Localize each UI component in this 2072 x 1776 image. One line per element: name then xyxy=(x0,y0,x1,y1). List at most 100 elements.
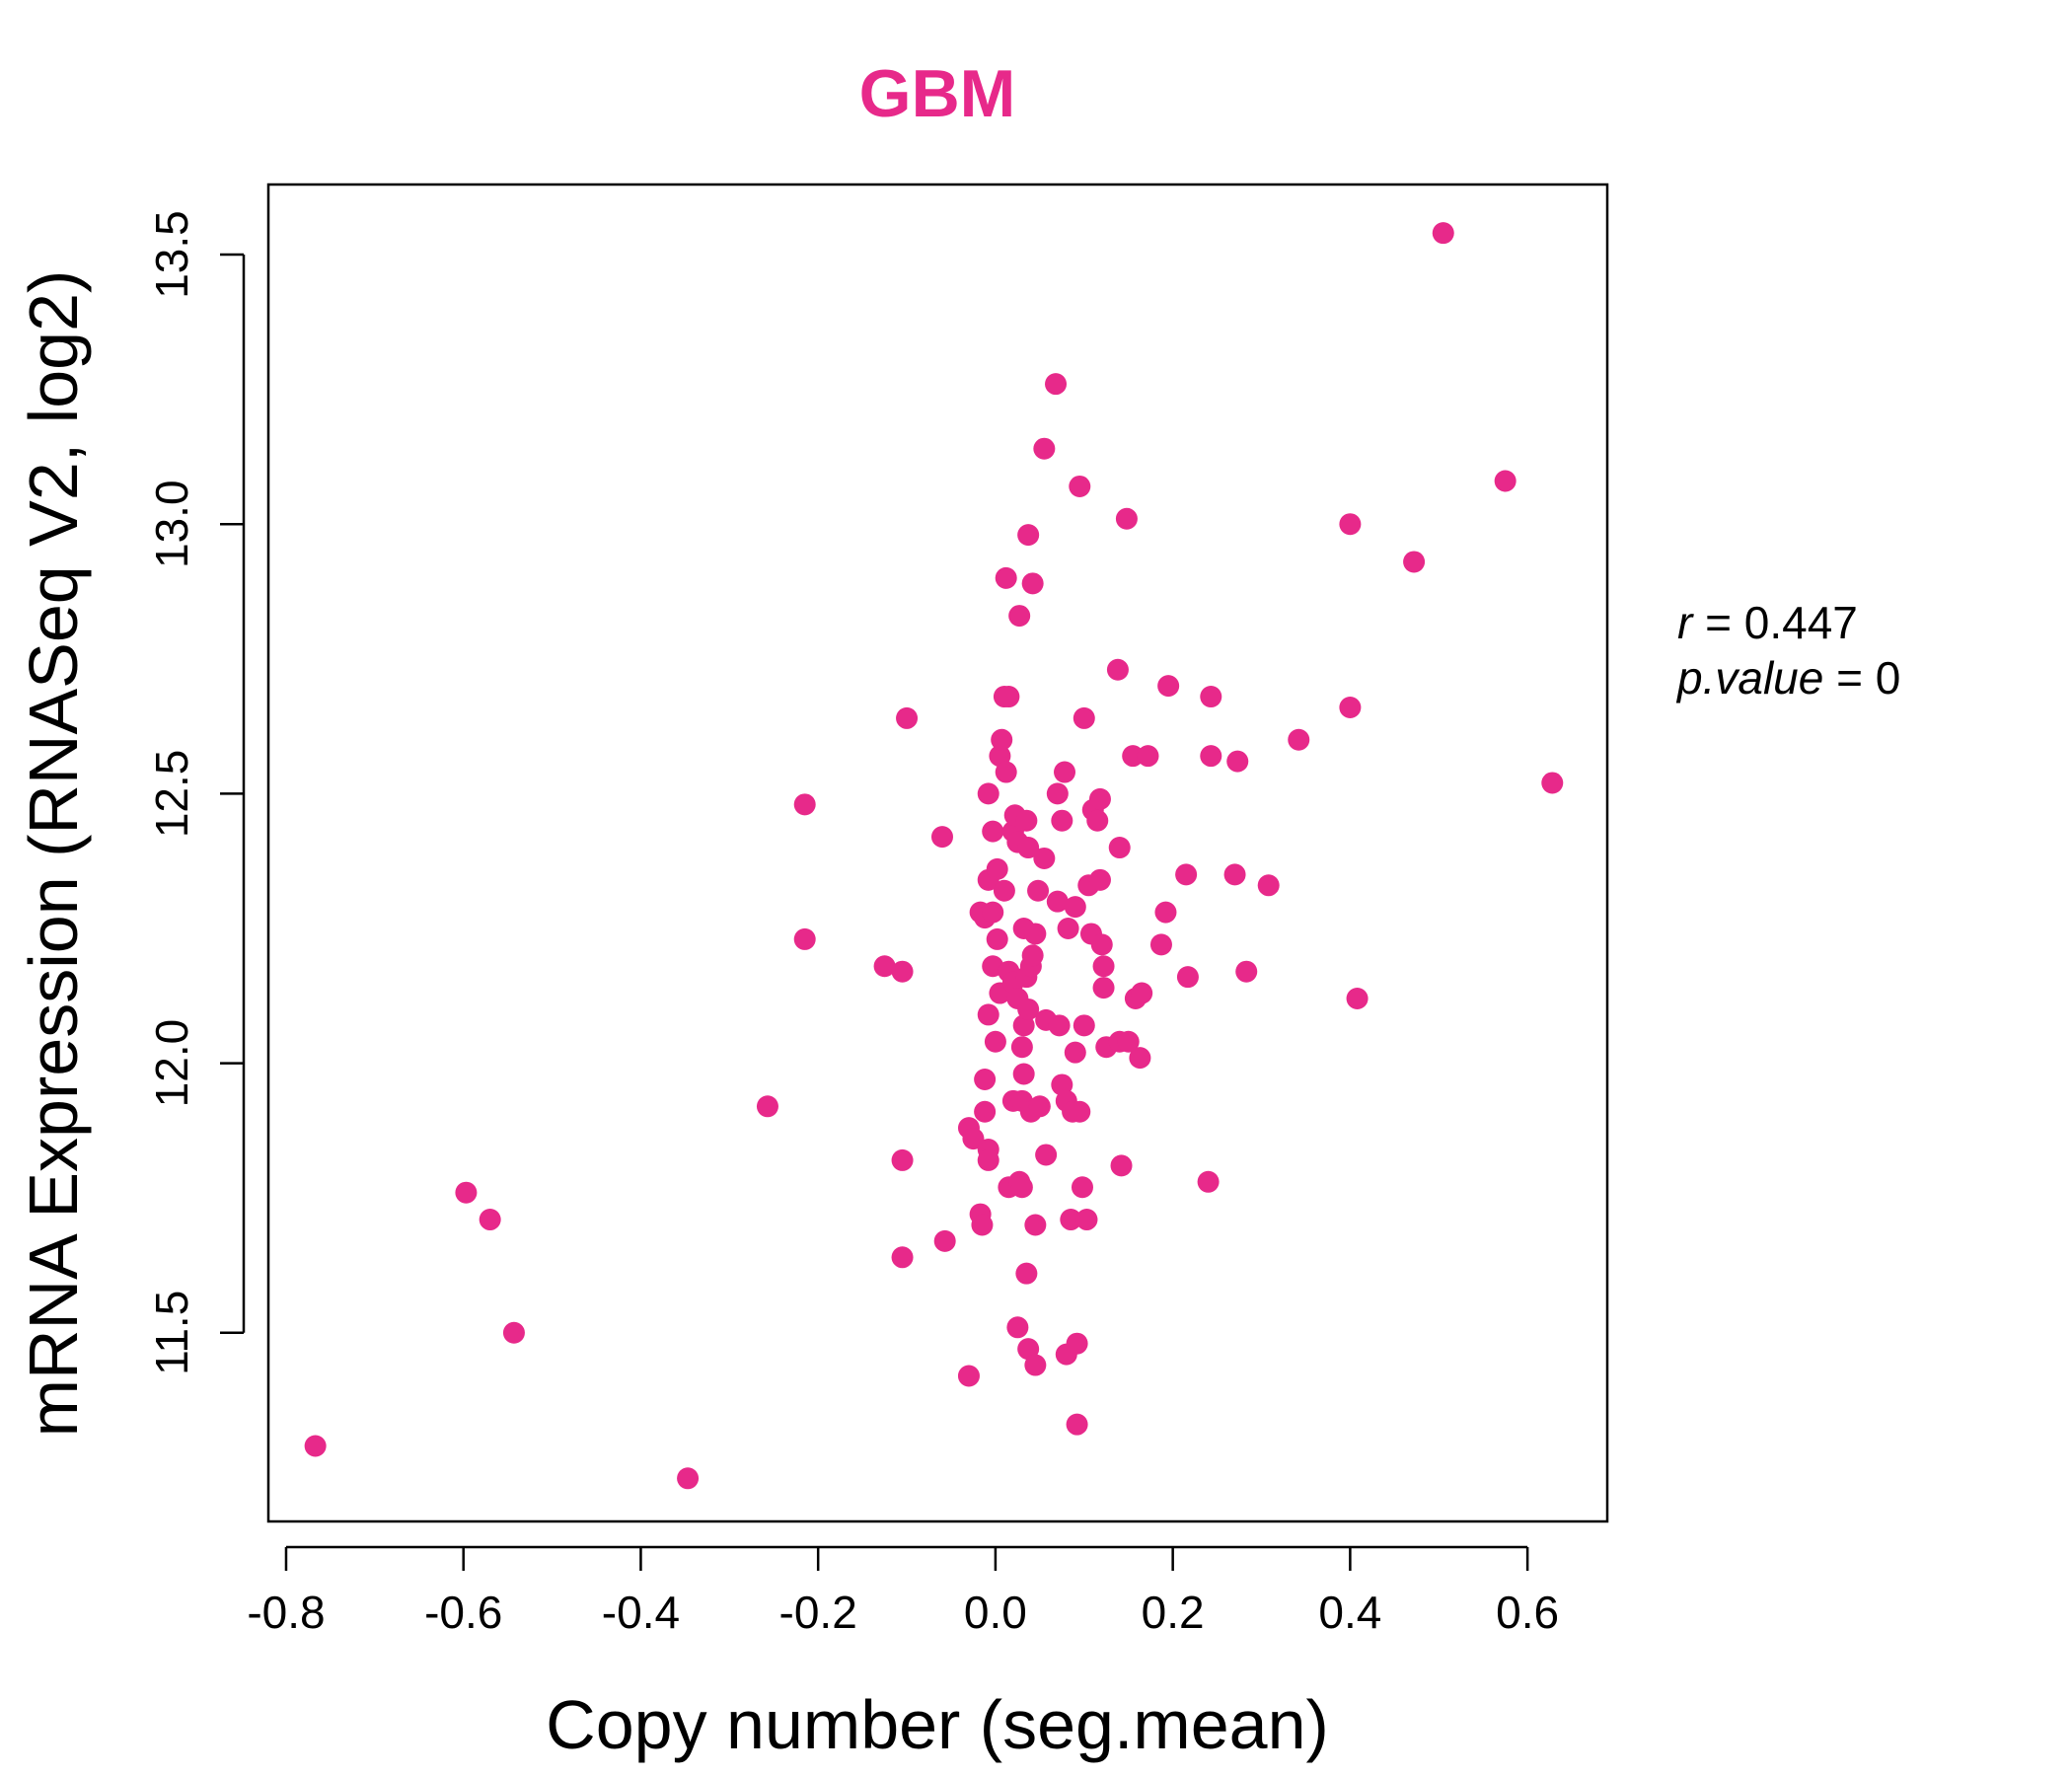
data-point xyxy=(1035,1144,1058,1166)
data-point xyxy=(1200,686,1222,708)
data-point xyxy=(891,960,914,983)
data-point xyxy=(977,782,999,805)
x-tick-label: 0.0 xyxy=(964,1587,1027,1638)
data-point xyxy=(1033,437,1056,460)
data-point xyxy=(1200,745,1222,768)
data-point xyxy=(1092,977,1115,999)
data-point xyxy=(1069,475,1091,497)
data-point xyxy=(756,1095,778,1118)
data-point xyxy=(1021,944,1044,967)
data-point xyxy=(1017,998,1040,1020)
data-point xyxy=(1197,1170,1220,1193)
data-point xyxy=(1021,572,1044,595)
data-point xyxy=(1051,809,1073,832)
data-point xyxy=(1154,901,1177,924)
data-point xyxy=(1108,837,1131,859)
data-point xyxy=(1541,772,1564,794)
data-point xyxy=(502,1321,525,1344)
data-point xyxy=(1346,988,1369,1010)
data-point xyxy=(1129,1047,1151,1070)
data-point xyxy=(1028,1095,1051,1118)
data-point xyxy=(793,793,816,816)
data-point xyxy=(957,1365,980,1387)
data-point xyxy=(1149,933,1172,956)
data-point xyxy=(1024,923,1047,945)
data-point xyxy=(1175,863,1198,886)
data-point xyxy=(1071,1176,1093,1199)
data-point xyxy=(1073,1014,1095,1037)
data-point xyxy=(1006,1316,1029,1339)
data-point xyxy=(982,901,1004,924)
data-point xyxy=(891,1246,914,1269)
y-tick-label: 12.5 xyxy=(146,750,197,839)
data-point xyxy=(1288,728,1310,751)
data-point xyxy=(1069,1100,1091,1123)
data-point xyxy=(1066,1332,1088,1355)
y-tick-label: 13.0 xyxy=(146,480,197,568)
data-point xyxy=(304,1435,327,1457)
p-equals: = xyxy=(1823,652,1875,703)
data-point xyxy=(677,1467,700,1490)
data-point xyxy=(986,927,1008,950)
data-point xyxy=(995,761,1017,783)
y-axis: 11.5 12.0 12.5 13.0 13.5 xyxy=(146,210,246,1375)
data-point xyxy=(1027,879,1050,902)
r-equals: = xyxy=(1692,597,1743,648)
data-point xyxy=(1054,761,1076,783)
data-point xyxy=(1176,966,1199,989)
data-point xyxy=(1157,675,1180,698)
data-point xyxy=(993,879,1015,902)
x-tick-label: -0.8 xyxy=(247,1587,325,1638)
data-point xyxy=(1024,1354,1047,1376)
data-point xyxy=(1048,1014,1071,1037)
data-point xyxy=(1235,960,1258,983)
data-point xyxy=(995,566,1017,589)
data-point xyxy=(455,1181,478,1204)
data-point xyxy=(1092,955,1115,978)
data-point xyxy=(962,1128,985,1150)
data-point xyxy=(977,1148,999,1171)
data-point xyxy=(1339,513,1362,536)
data-point xyxy=(971,1214,994,1236)
data-point xyxy=(891,1148,914,1171)
data-point xyxy=(1045,373,1068,396)
x-tick-label: 0.4 xyxy=(1318,1587,1381,1638)
data-point xyxy=(793,927,816,950)
data-point xyxy=(1226,750,1249,773)
data-point xyxy=(1064,896,1086,919)
data-point xyxy=(977,1003,999,1026)
x-tick-label: 0.2 xyxy=(1142,1587,1205,1638)
data-point xyxy=(1017,837,1040,859)
data-point xyxy=(1432,222,1454,245)
data-point xyxy=(984,1030,1006,1053)
data-point xyxy=(479,1209,501,1231)
chart-title: GBM xyxy=(859,56,1016,131)
data-point xyxy=(1223,863,1246,886)
r-label: r xyxy=(1677,597,1694,648)
data-point xyxy=(982,820,1004,843)
data-point xyxy=(1066,1413,1088,1436)
p-value: 0 xyxy=(1876,652,1901,703)
data-point xyxy=(1403,551,1426,573)
y-tick-label: 11.5 xyxy=(146,1291,197,1375)
data-point xyxy=(1073,706,1095,729)
data-point xyxy=(986,857,1008,880)
data-point xyxy=(930,826,953,849)
data-point xyxy=(1106,658,1129,681)
data-point xyxy=(1339,696,1362,718)
data-point xyxy=(873,955,896,978)
data-point xyxy=(1075,1209,1098,1231)
x-axis-title: Copy number (seg.mean) xyxy=(546,1686,1329,1763)
x-tick-label: 0.6 xyxy=(1496,1587,1559,1638)
r-value: 0.447 xyxy=(1744,597,1858,648)
data-points xyxy=(304,222,1564,1490)
data-point xyxy=(1008,605,1031,628)
data-point xyxy=(1057,917,1079,939)
data-point xyxy=(991,728,1013,751)
data-point xyxy=(974,1068,997,1090)
data-point xyxy=(1012,1063,1035,1085)
data-point xyxy=(1015,1262,1038,1285)
data-point xyxy=(1046,890,1069,913)
p-value-annotation: p.value = 0 xyxy=(1675,652,1900,703)
